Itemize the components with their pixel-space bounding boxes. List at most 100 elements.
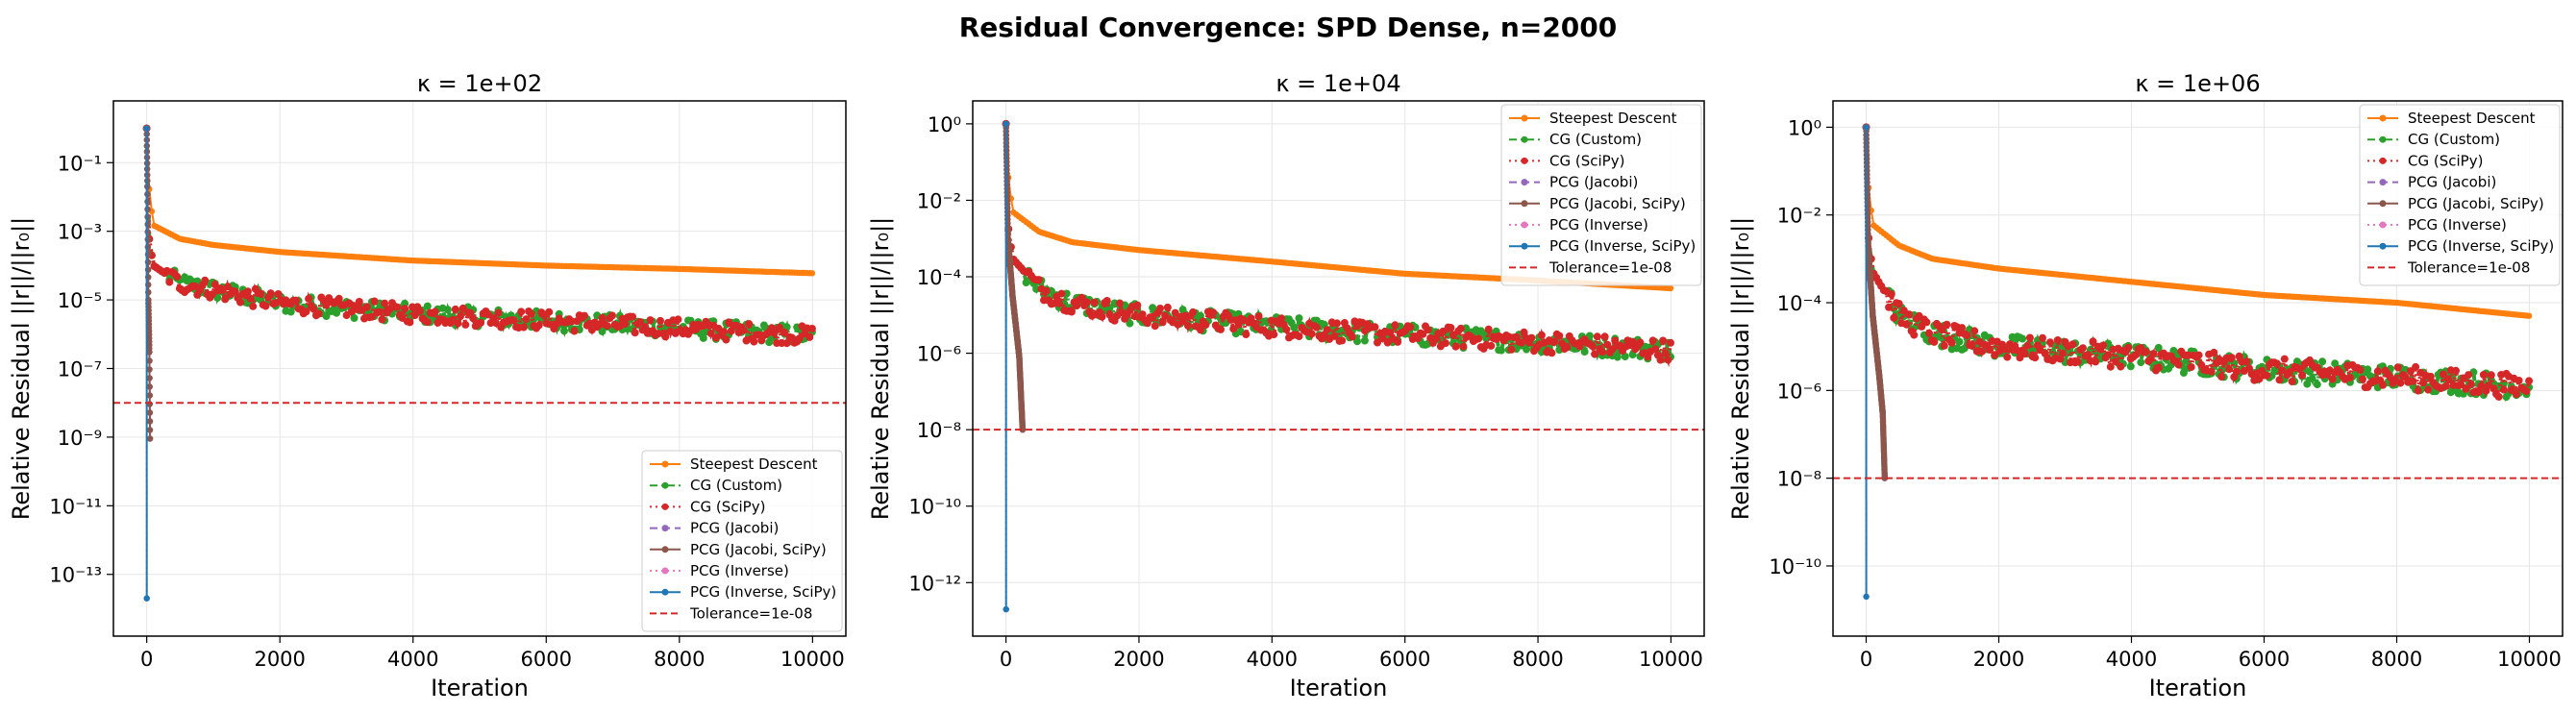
y-tick-label: 10⁰ xyxy=(1788,116,1821,139)
data-point xyxy=(621,320,630,329)
data-point xyxy=(2525,377,2534,385)
data-point xyxy=(1330,332,1339,340)
data-point xyxy=(1648,336,1657,345)
data-point xyxy=(1406,323,1415,332)
legend-item: PCG (Jacobi, SciPy) xyxy=(650,541,827,558)
x-tick-label: 6000 xyxy=(1379,648,1430,671)
data-point xyxy=(146,427,154,433)
data-point xyxy=(1133,301,1142,309)
data-point xyxy=(1082,298,1091,307)
legend-item: Tolerance=1e-08 xyxy=(1509,258,1672,276)
x-tick-label: 8000 xyxy=(1512,648,1563,671)
data-point xyxy=(2452,366,2460,375)
y-tick-label: 10⁻¹ xyxy=(58,152,102,175)
data-point xyxy=(1323,326,1331,334)
data-point xyxy=(1497,346,1505,355)
data-point xyxy=(2019,334,2027,343)
data-point xyxy=(598,327,607,335)
legend-item: Steepest Descent xyxy=(1509,110,1677,127)
data-point xyxy=(2345,373,2354,381)
data-point xyxy=(2426,372,2435,381)
data-point xyxy=(2331,359,2340,368)
data-point xyxy=(1115,299,1124,307)
data-point xyxy=(2494,392,2503,401)
legend-label: CG (Custom) xyxy=(690,477,782,494)
x-tick-label: 0 xyxy=(140,648,153,671)
data-point xyxy=(1905,310,1914,319)
data-point xyxy=(491,319,500,328)
legend-item: CG (SciPy) xyxy=(1509,152,1624,169)
legend-label: CG (SciPy) xyxy=(690,498,765,515)
series-pcg_inverse_scipy xyxy=(1003,120,1009,613)
data-point xyxy=(221,295,230,304)
data-point xyxy=(231,287,239,296)
data-point xyxy=(509,316,518,325)
legend-label: Tolerance=1e-08 xyxy=(1548,258,1672,276)
data-point xyxy=(461,320,470,329)
data-point xyxy=(2039,333,2046,342)
data-point xyxy=(1270,331,1278,339)
series-steepest xyxy=(143,125,816,277)
data-point xyxy=(1353,337,1361,346)
data-point xyxy=(719,328,728,336)
data-point xyxy=(350,314,359,322)
data-point xyxy=(2379,381,2387,389)
data-point xyxy=(2112,357,2120,366)
y-axis-label: Relative Residual ||r||/||r₀|| xyxy=(8,217,35,521)
x-axis-label: Iteration xyxy=(1290,675,1388,701)
panels: 0 2000 4000 6000 8000 10000 10⁻¹³ 10⁻¹¹ 10⁻⁹ 10⁻⁷… xyxy=(8,70,2564,701)
data-point xyxy=(795,334,804,343)
data-point xyxy=(310,305,318,313)
data-point xyxy=(1201,321,1210,330)
data-point xyxy=(1925,329,1933,337)
legend-label: CG (SciPy) xyxy=(1549,152,1624,169)
data-point xyxy=(1374,338,1381,347)
data-point xyxy=(1138,310,1147,319)
data-point xyxy=(1922,318,1931,327)
data-point xyxy=(1307,330,1316,338)
data-point xyxy=(2474,388,2483,397)
legend-item: PCG (Inverse) xyxy=(1509,216,1648,234)
data-point xyxy=(2439,370,2447,379)
data-point xyxy=(146,409,154,416)
data-layer xyxy=(1833,123,2563,601)
plot-frame xyxy=(972,100,1705,637)
data-point xyxy=(1593,332,1601,341)
chart-title: κ = 1e+02 xyxy=(417,70,542,97)
data-point xyxy=(2318,357,2327,366)
legend-marker xyxy=(661,546,669,553)
data-point xyxy=(2441,381,2450,390)
data-point xyxy=(1659,336,1668,345)
data-point xyxy=(1371,323,1379,332)
data-point xyxy=(641,323,650,332)
data-point xyxy=(782,339,791,348)
series-cg_scipy xyxy=(142,124,816,350)
legend-item: PCG (Jacobi) xyxy=(650,520,779,537)
y-tick-label: 10⁻⁴ xyxy=(917,266,961,289)
data-point xyxy=(1881,475,1889,481)
data-point xyxy=(223,283,232,291)
legend-label: PCG (Inverse) xyxy=(690,562,789,579)
legend-item: PCG (Inverse, SciPy) xyxy=(650,583,836,601)
data-point xyxy=(805,332,814,341)
legend-label: CG (SciPy) xyxy=(2408,152,2483,169)
data-point xyxy=(1628,337,1637,346)
legend-label: Steepest Descent xyxy=(2408,110,2536,127)
data-point xyxy=(431,307,439,316)
data-point xyxy=(2466,380,2475,388)
data-point xyxy=(2414,386,2422,395)
data-point xyxy=(2242,357,2251,366)
series-line xyxy=(144,128,814,350)
legend-marker xyxy=(2379,135,2387,143)
data-point xyxy=(477,318,485,327)
data-point xyxy=(370,297,379,306)
data-point xyxy=(2031,354,2040,362)
x-tick-label: 10000 xyxy=(2497,648,2562,671)
legend: Steepest Descent CG (Custom) CG (SciPy) PCG… xyxy=(641,450,843,632)
y-tick-label: 10⁻² xyxy=(917,189,961,212)
data-point xyxy=(146,435,154,442)
data-point xyxy=(750,337,758,346)
data-point xyxy=(2225,365,2234,374)
data-point xyxy=(534,321,543,330)
data-point xyxy=(1183,321,1192,330)
